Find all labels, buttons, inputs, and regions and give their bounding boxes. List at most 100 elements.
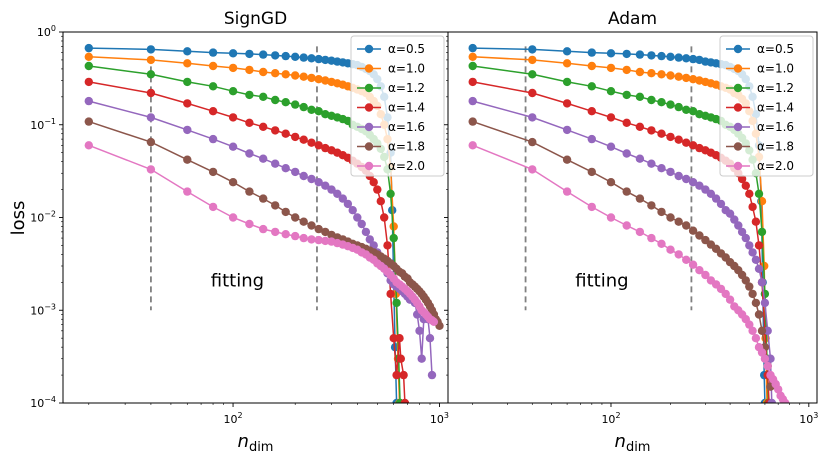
data-point	[468, 117, 477, 126]
data-point	[84, 96, 94, 106]
data-point	[725, 209, 735, 218]
data-point	[208, 107, 218, 116]
data-point	[208, 202, 218, 212]
data-point	[327, 185, 336, 194]
legend-label: α=1.2	[757, 81, 794, 95]
legend: α=0.5 α=1.0 α=1.2 α=1.4 α=1.6 α=1.8 α=2.0	[350, 35, 445, 177]
data-point	[757, 278, 767, 287]
data-point	[688, 178, 698, 187]
data-point	[647, 95, 656, 105]
data-point	[725, 295, 735, 304]
data-point	[701, 270, 710, 280]
legend-marker	[733, 161, 743, 171]
data-point	[333, 189, 342, 198]
legend-item: α=1.2	[357, 81, 425, 95]
data-point	[259, 50, 268, 59]
data-point	[271, 69, 280, 78]
legend-item: α=1.6	[726, 120, 794, 134]
legend-box	[350, 35, 445, 177]
legend-marker	[364, 122, 374, 132]
x-tick-label-base: 10	[799, 413, 813, 426]
data-point	[271, 227, 280, 237]
data-point	[146, 165, 156, 174]
data-point	[468, 61, 477, 71]
data-point	[682, 73, 691, 83]
data-point	[373, 185, 382, 194]
fitting-annotation: fitting	[575, 271, 628, 292]
data-point	[606, 49, 616, 58]
data-point	[392, 370, 401, 380]
x-tick-label-base: 10	[430, 413, 444, 426]
data-point	[314, 235, 323, 245]
data-point	[657, 98, 666, 107]
legend-marker	[364, 142, 374, 151]
data-point	[245, 90, 254, 100]
data-point	[84, 43, 94, 53]
data-point	[399, 370, 408, 380]
data-point	[271, 159, 280, 168]
data-point	[647, 69, 656, 78]
x-tick-label-base: 10	[601, 413, 615, 426]
data-point	[562, 77, 572, 87]
data-point	[307, 235, 316, 244]
data-point	[146, 113, 156, 122]
data-point	[674, 102, 683, 112]
data-point	[606, 63, 616, 73]
data-point	[417, 354, 426, 363]
data-point	[259, 194, 268, 203]
data-point	[429, 317, 439, 326]
data-point	[647, 159, 656, 168]
data-point	[271, 51, 280, 60]
data-point	[760, 354, 770, 363]
data-point	[386, 289, 395, 299]
data-point	[245, 65, 254, 75]
data-point	[635, 154, 645, 163]
data-point	[281, 164, 290, 173]
data-point	[606, 142, 616, 151]
y-tick-label-base: 10	[30, 212, 44, 225]
legend-label: α=1.2	[388, 81, 425, 95]
data-point	[528, 70, 537, 79]
x-tick-label-exponent: 2	[238, 411, 243, 420]
data-point	[299, 217, 308, 226]
data-point	[682, 105, 691, 115]
data-point	[657, 164, 666, 173]
data-point	[259, 92, 268, 102]
data-point	[635, 194, 645, 203]
data-point	[647, 233, 656, 243]
y-tick-label-base: 10	[37, 26, 51, 39]
data-point	[281, 207, 290, 217]
data-point	[228, 142, 238, 151]
data-point	[281, 230, 290, 239]
data-point	[688, 75, 698, 84]
data-point	[587, 107, 596, 116]
data-point	[528, 88, 537, 98]
data-point	[468, 96, 477, 106]
legend-marker	[364, 64, 374, 73]
data-point	[84, 77, 94, 87]
data-point	[84, 117, 94, 126]
data-point	[622, 149, 631, 158]
data-point	[745, 320, 754, 329]
data-point	[606, 87, 616, 96]
data-point	[314, 141, 323, 150]
x-tick-label: 102	[601, 411, 620, 426]
data-point	[396, 354, 405, 363]
data-point	[754, 264, 764, 273]
data-point	[562, 125, 572, 135]
data-point	[647, 201, 656, 210]
data-point	[183, 155, 192, 164]
legend-marker	[733, 44, 743, 54]
data-point	[228, 49, 238, 58]
data-point	[321, 55, 330, 65]
legend-label: α=1.8	[757, 140, 794, 154]
data-point	[146, 45, 156, 54]
data-point	[291, 213, 300, 222]
legend-label: α=1.4	[757, 101, 794, 115]
data-point	[528, 55, 537, 65]
legend-marker	[364, 161, 374, 171]
x-axis-subscript: dim	[626, 440, 651, 455]
x-tick-label-exponent: 2	[615, 411, 620, 420]
x-ticks	[472, 403, 810, 407]
